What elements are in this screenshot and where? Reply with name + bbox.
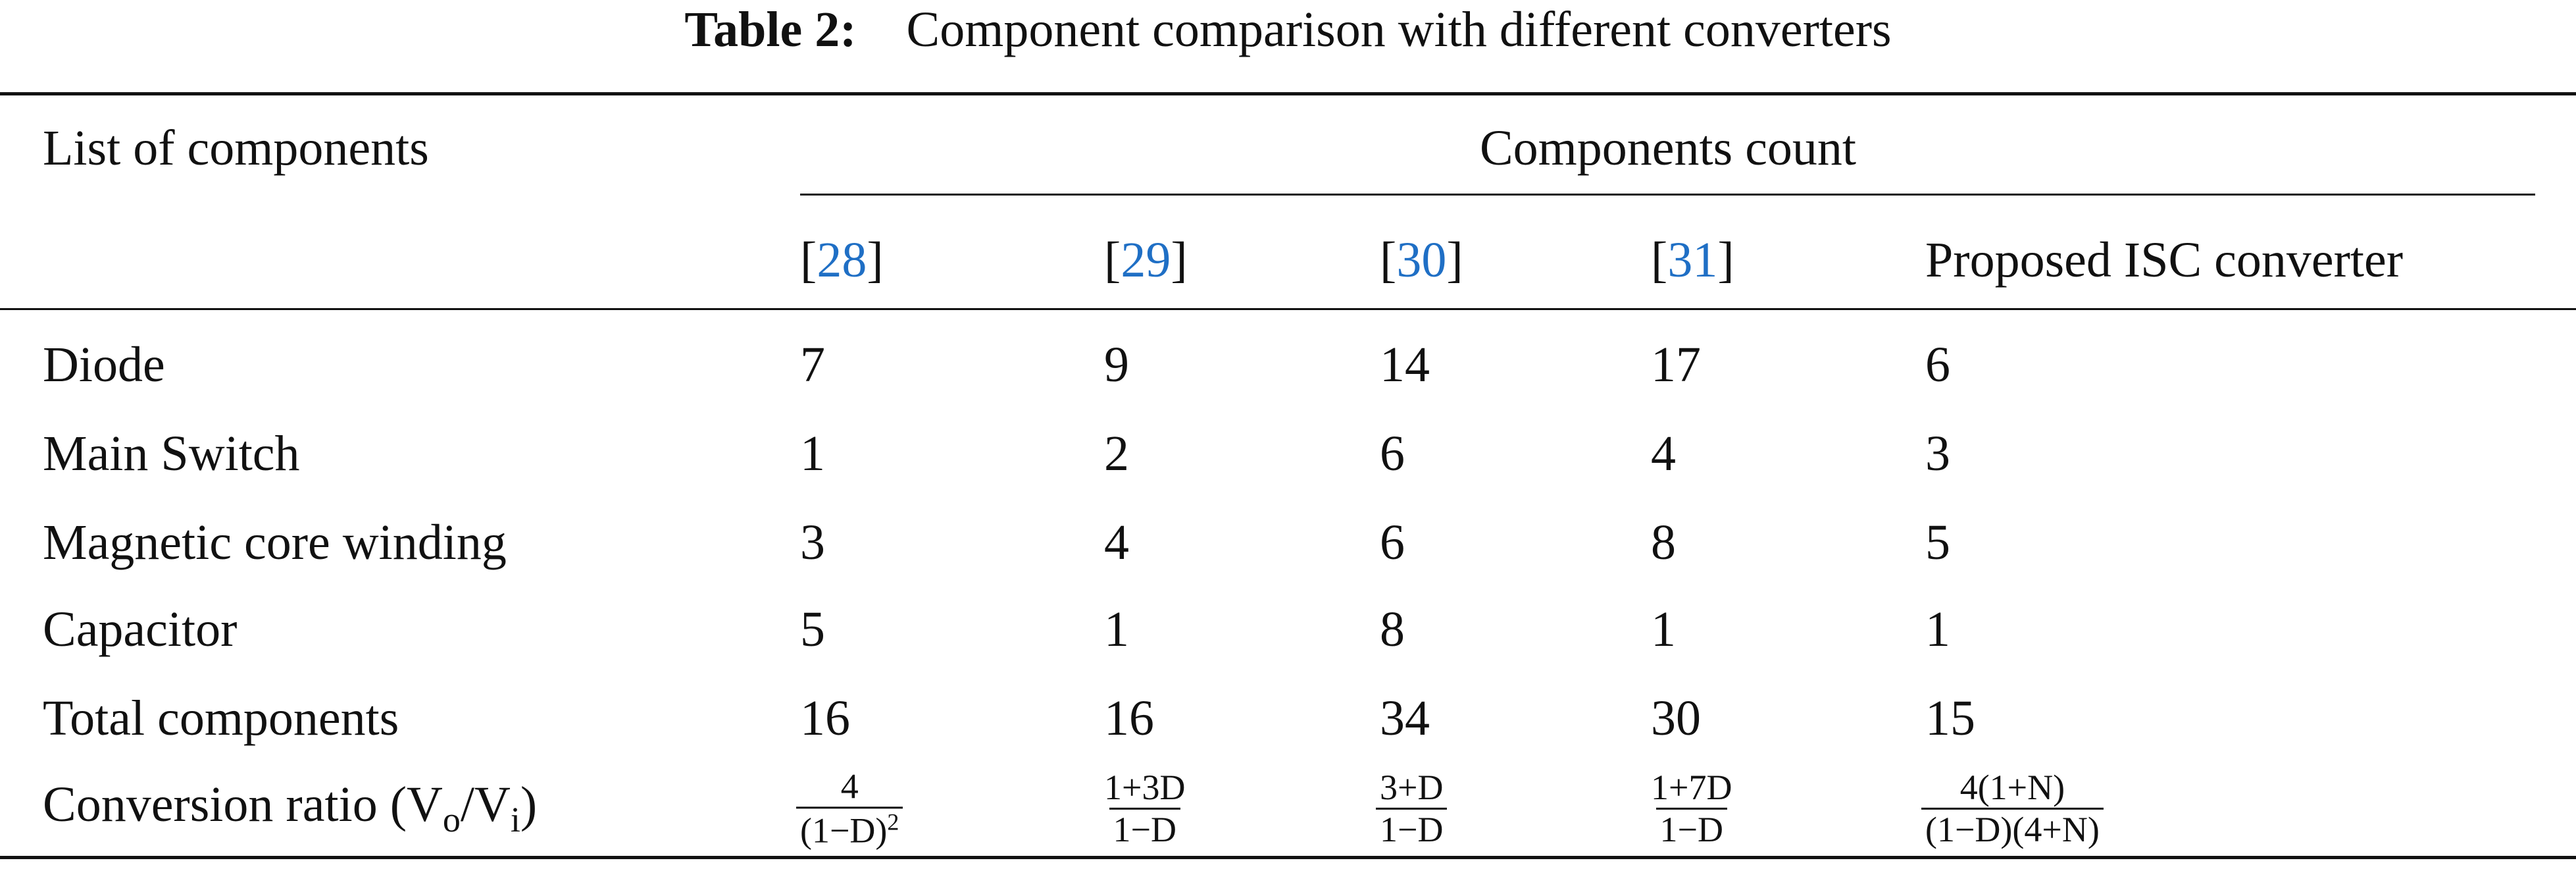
subscript: o — [442, 800, 461, 840]
cell: 7 — [800, 337, 825, 392]
name-text: ) — [520, 776, 538, 832]
bracket: ] — [1446, 232, 1463, 288]
subscript: i — [510, 800, 520, 840]
cell: 1 — [1925, 602, 1950, 657]
bracket: [ — [1104, 232, 1121, 288]
cell: 30 — [1651, 691, 1701, 746]
column-header: [30] — [1380, 235, 1463, 285]
name-text: /V — [460, 776, 511, 832]
cell: 3 — [800, 515, 825, 570]
bracket: ] — [867, 232, 884, 288]
cell: 1 — [1104, 602, 1129, 657]
name-text: Conversion ratio (V — [43, 776, 443, 832]
fraction: 1+7D 1−D — [1647, 769, 1736, 848]
cell: 4 — [1104, 515, 1129, 570]
numerator: 1+7D — [1651, 767, 1732, 807]
cell: 15 — [1925, 691, 1975, 746]
cell: 6 — [1925, 337, 1950, 392]
bracket: [ — [800, 232, 817, 288]
denominator: (1−D)(4+N) — [1921, 807, 2104, 849]
numerator: 4 — [840, 766, 859, 806]
row-name: Capacitor — [43, 602, 238, 657]
bracket: ] — [1171, 232, 1188, 288]
cell: 1 — [800, 426, 825, 481]
row-name: Main Switch — [43, 426, 300, 481]
row-header: List of components — [43, 120, 429, 176]
cell: 16 — [800, 691, 850, 746]
group-header: Components count — [1479, 120, 1857, 176]
exponent: 2 — [887, 808, 899, 835]
cell: 8 — [1380, 602, 1405, 657]
denominator: 1−D — [1109, 807, 1180, 849]
row-name: Magnetic core winding — [43, 515, 507, 570]
cell: 34 — [1380, 691, 1430, 746]
group-rule — [800, 194, 2535, 196]
numerator: 1+3D — [1104, 767, 1186, 807]
reference-link[interactable]: 29 — [1121, 232, 1171, 288]
bracket: [ — [1651, 232, 1668, 288]
denominator: 1−D — [1376, 807, 1448, 849]
numerator: 4(1+N) — [1959, 767, 2065, 807]
denominator-text: (1−D)(4+N) — [1925, 809, 2100, 849]
column-header: [28] — [800, 235, 884, 285]
cell: 16 — [1104, 691, 1154, 746]
column-header: Proposed ISC converter — [1925, 235, 2403, 285]
fraction: 4(1+N) (1−D)(4+N) — [1921, 769, 2104, 848]
denominator-text: (1−D) — [800, 810, 888, 850]
column-title: Proposed ISC converter — [1925, 232, 2404, 288]
cell: 1 — [1651, 602, 1676, 657]
cell: 4 — [1651, 426, 1676, 481]
title-label: Table 2: — [684, 2, 857, 57]
denominator: 1−D — [1655, 807, 1727, 849]
cell: 17 — [1651, 337, 1701, 392]
denominator-text: 1−D — [1380, 809, 1444, 849]
reference-link[interactable]: 31 — [1667, 232, 1718, 288]
cell: 8 — [1651, 515, 1676, 570]
top-rule — [0, 92, 2576, 95]
bracket: ] — [1717, 232, 1734, 288]
bottom-rule — [0, 856, 2576, 859]
denominator: (1−D)2 — [796, 806, 903, 849]
cell: 5 — [1925, 515, 1950, 570]
reference-link[interactable]: 28 — [817, 232, 867, 288]
cell: 9 — [1104, 337, 1129, 392]
reference-link[interactable]: 30 — [1396, 232, 1447, 288]
title-text: Component comparison with different conv… — [906, 2, 1892, 57]
denominator-text: 1−D — [1659, 809, 1723, 849]
fraction: 1+3D 1−D — [1100, 769, 1189, 848]
column-header: [31] — [1651, 235, 1734, 285]
cell: 5 — [800, 602, 825, 657]
fraction: 4 (1−D)2 — [796, 768, 903, 849]
cell: 6 — [1380, 515, 1405, 570]
table-title: Table 2: Component comparison with diffe… — [684, 5, 1891, 55]
row-name: Diode — [43, 337, 165, 392]
cell: 6 — [1380, 426, 1405, 481]
row-name: Conversion ratio (Vo/Vi) — [43, 779, 537, 837]
cell: 14 — [1380, 337, 1430, 392]
denominator-text: 1−D — [1113, 809, 1176, 849]
numerator: 3+D — [1380, 767, 1444, 807]
fraction: 3+D 1−D — [1376, 767, 1448, 849]
bracket: [ — [1380, 232, 1397, 288]
row-name: Total components — [43, 691, 399, 746]
cell: 3 — [1925, 426, 1950, 481]
header-rule — [0, 308, 2576, 310]
cell: 2 — [1104, 426, 1129, 481]
column-header: [29] — [1104, 235, 1188, 285]
